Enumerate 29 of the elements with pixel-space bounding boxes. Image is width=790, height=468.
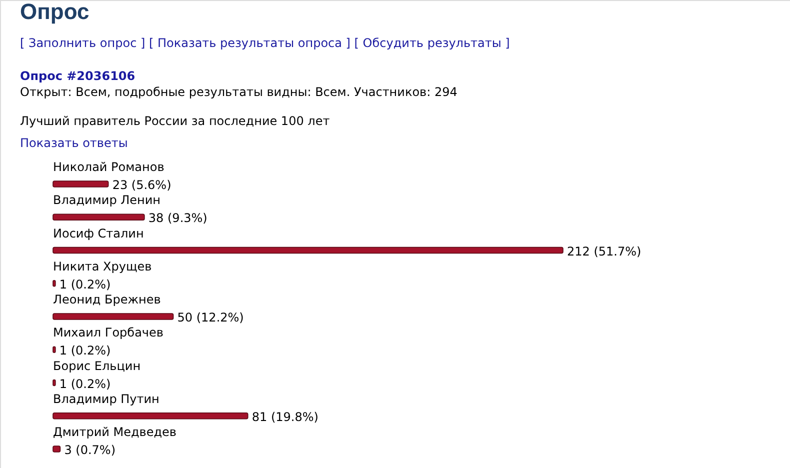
chart-subtitle: Лучший правитель России за последние 100 лет (20, 114, 330, 128)
y-tick-label: Леонид Брежнев (53, 292, 161, 306)
y-tick-label: Иосиф Сталин (53, 226, 144, 240)
y-tick-label: Владимир Ленин (53, 193, 161, 208)
data-label: 23 (5.6%) (112, 178, 172, 192)
y-tick-label: Михаил Горбачев (53, 326, 164, 340)
data-label: 81 (19.8%) (252, 410, 318, 424)
data-label: 1 (0.2%) (59, 344, 111, 358)
bar (52, 313, 174, 320)
text: [ Заполнить опрос ] [ Показать результаты опроса ] [ Обсудить результаты ] (20, 36, 510, 50)
bar (52, 412, 248, 420)
bar (52, 246, 564, 254)
text: Показать ответы (20, 136, 128, 150)
data-label: 1 (0.2%) (59, 277, 111, 292)
y-tick-label: Дмитрий Медведев (53, 425, 176, 439)
bar (52, 214, 145, 221)
data-label: 3 (0.7%) (64, 443, 116, 457)
y-tick-label: Николай Романов (53, 160, 164, 174)
data-label: 1 (0.2%) (59, 376, 111, 391)
bar (52, 180, 109, 188)
y-tick-label: Никита Хрущев (53, 259, 152, 274)
text: Опрос #2036106 (20, 69, 136, 83)
data-label: 50 (12.2%) (177, 310, 244, 324)
data-label: 38 (9.3%) (148, 211, 208, 226)
y-tick-label: Борис Ельцин (53, 358, 141, 373)
data-label: 212 (51.7%) (567, 244, 642, 258)
y-tick-label: Владимир Путин (53, 392, 160, 406)
text: Открыт: Всем, подробные результаты видны: Всем. Участников: 294 (20, 85, 458, 99)
chart-title: Опрос (20, 0, 90, 24)
